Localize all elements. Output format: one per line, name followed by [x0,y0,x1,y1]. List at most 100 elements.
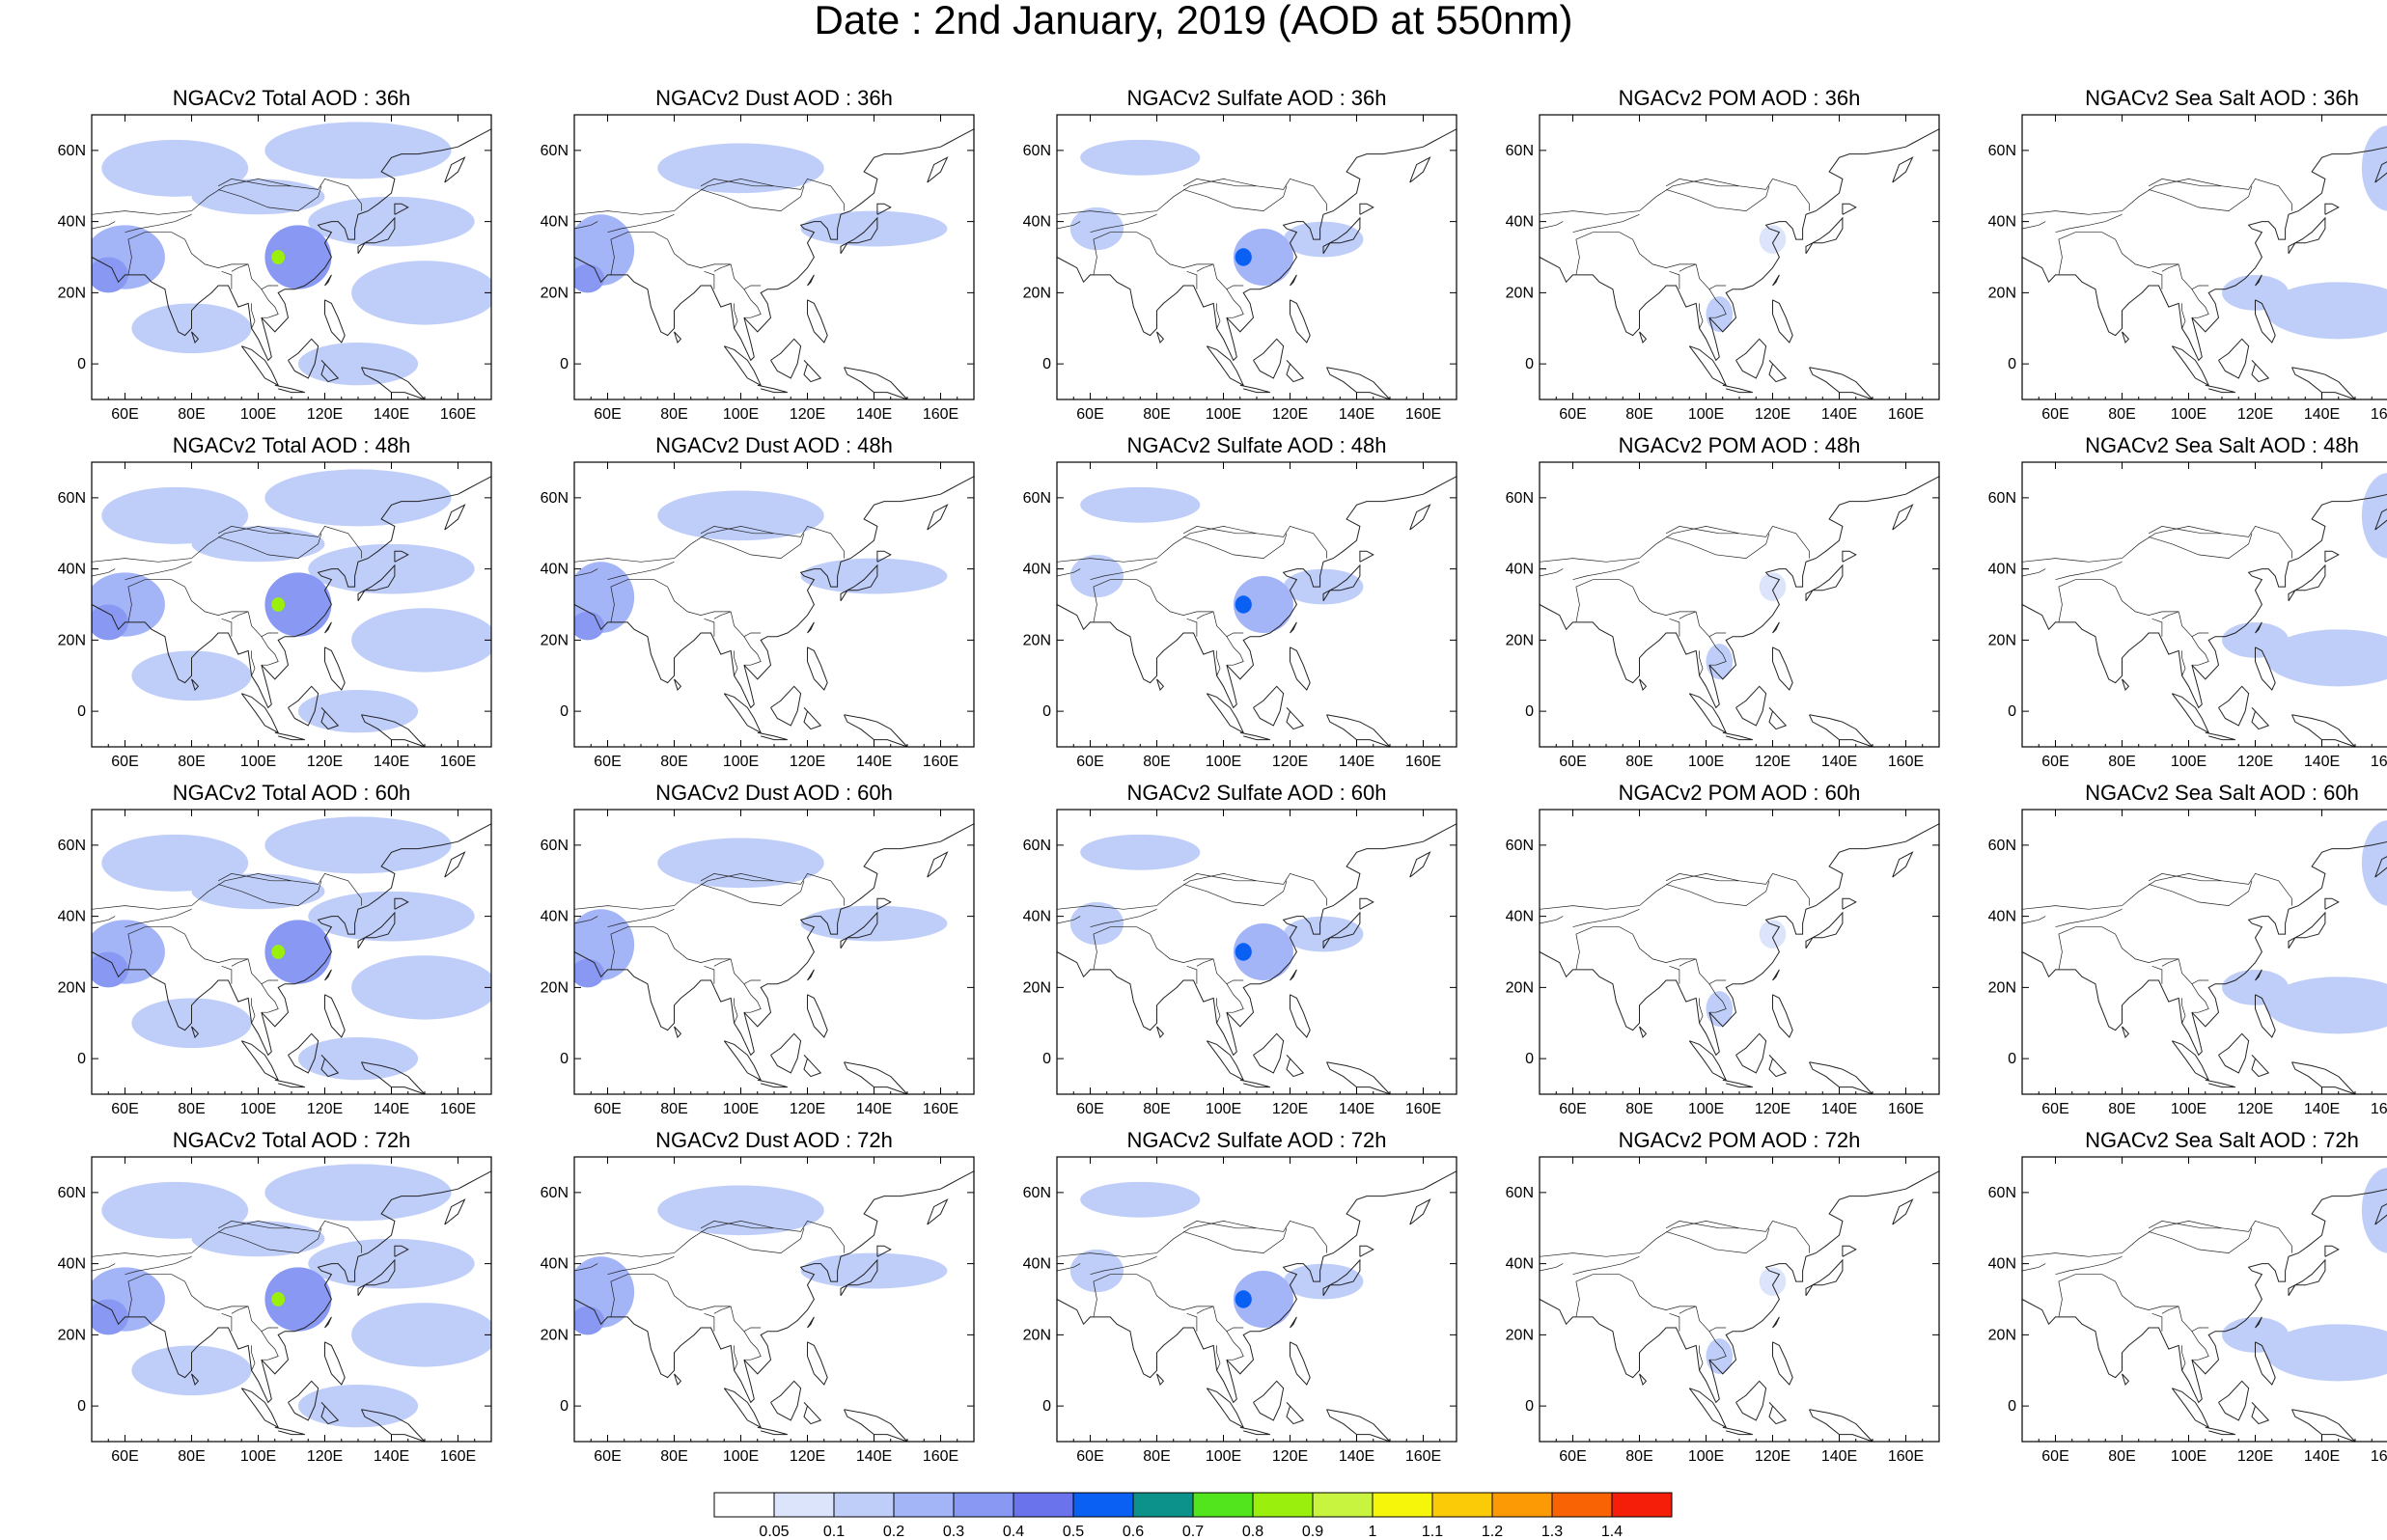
coastline [757,1079,788,1088]
coastline [1768,1402,1788,1425]
lat-tick-label: 60N [1023,143,1051,159]
border [92,221,116,230]
coastlines [2022,147,2387,399]
coastline [1253,1380,1285,1421]
coastline [2022,1189,2387,1404]
aod-shading [574,1185,948,1335]
border [700,1227,805,1253]
border [743,289,762,318]
border [2148,1227,2253,1253]
coastline [2374,1203,2387,1225]
border [607,213,675,234]
lon-tick-label: 80E [178,406,205,423]
coastline [2218,685,2250,727]
aod-region [1283,1263,1364,1300]
coastline [1722,384,1753,394]
coastline [2255,646,2276,691]
coastline [394,203,409,215]
coastline [1772,1316,1780,1329]
lon-tick-label: 140E [374,1101,409,1117]
aod-region [271,945,286,959]
coastline [2288,911,2326,949]
coastlines [92,1170,491,1442]
coastline [1688,693,1728,734]
aod-shading [92,122,491,386]
coastline [1639,1373,1648,1386]
border [2022,221,2046,230]
lon-tick-label: 160E [1888,1448,1924,1465]
lat-tick-label: 60N [541,838,569,854]
border [1575,1274,1697,1317]
lat-tick-label: 20N [1023,1327,1051,1343]
border [2022,178,2292,215]
lon-tick-label: 120E [2237,406,2273,423]
map-panel: NGACv2 Sea Salt AOD : 48h 60E 80E 100E 120E 1… [1977,434,2387,770]
border [92,525,362,563]
coastline [807,646,828,691]
lon-tick-label: 160E [440,406,476,423]
lat-tick-label: 0 [2008,703,2016,720]
coastline [1540,128,1939,362]
border [2055,1255,2123,1276]
lon-tick-label: 100E [1206,754,1241,770]
border [1216,1345,1221,1371]
border [610,1274,732,1317]
lon-tick-label: 60E [111,754,138,770]
coastline [1842,897,1857,910]
coastline [844,714,908,747]
coastline [1239,1079,1270,1088]
border [1695,1306,1727,1333]
lon-tick-label: 160E [923,1448,958,1465]
map-panel: NGACv2 Total AOD : 60h 60E 80E 100E 120E 140E… [46,782,492,1117]
map-plot: 60E 80E 100E 120E 140E 160E 0 20N 40N 60N [58,809,492,1117]
coastline [1409,1198,1431,1225]
aod-region [264,225,332,289]
coastline [1057,128,1457,362]
coastline [1688,1040,1728,1082]
border [1226,636,1244,666]
coastline [1326,367,1391,399]
colorbar-box [953,1492,1014,1518]
lon-tick-label: 80E [1625,1448,1652,1465]
border [1695,611,1727,638]
coastline [2022,841,2387,1057]
lat-tick-label: 60N [1988,490,2016,507]
border [92,178,362,215]
lat-tick-label: 40N [1023,1256,1051,1273]
aod-region [2361,820,2387,906]
lat-tick-label: 60N [1506,1185,1534,1201]
coastline [1206,1388,1245,1429]
coastline [1322,564,1361,602]
colorbar-label: 0.4 [1003,1524,1024,1539]
coastline [324,1341,346,1386]
lat-tick-label: 20N [1023,632,1051,648]
lat-tick-label: 0 [1525,1051,1534,1067]
lon-tick-label: 60E [594,1101,621,1117]
lat-tick-label: 0 [560,1051,569,1067]
coastline [324,299,346,344]
lat-tick-label: 20N [1023,285,1051,301]
border [1182,526,1257,535]
aod-region [101,139,249,197]
coastline [2171,1388,2210,1429]
aod-region [1069,901,1124,946]
coastline [927,156,949,183]
border [127,232,249,275]
coastline [840,911,878,949]
coastline [1290,646,1311,691]
coastline [1326,714,1391,747]
lon-tick-label: 100E [1688,1448,1724,1465]
aod-region [2361,125,2387,211]
aod-region [2361,1168,2387,1253]
coastline [927,504,949,531]
border [2161,958,2179,967]
lat-tick-label: 20N [58,1327,86,1343]
coastline [1290,994,1311,1038]
coastlines [1540,128,1939,399]
coastline [1239,384,1270,394]
border [1669,1312,1680,1332]
border [1057,178,1327,215]
border [1057,872,1327,910]
border [704,1312,715,1332]
coastline [2205,731,2235,741]
